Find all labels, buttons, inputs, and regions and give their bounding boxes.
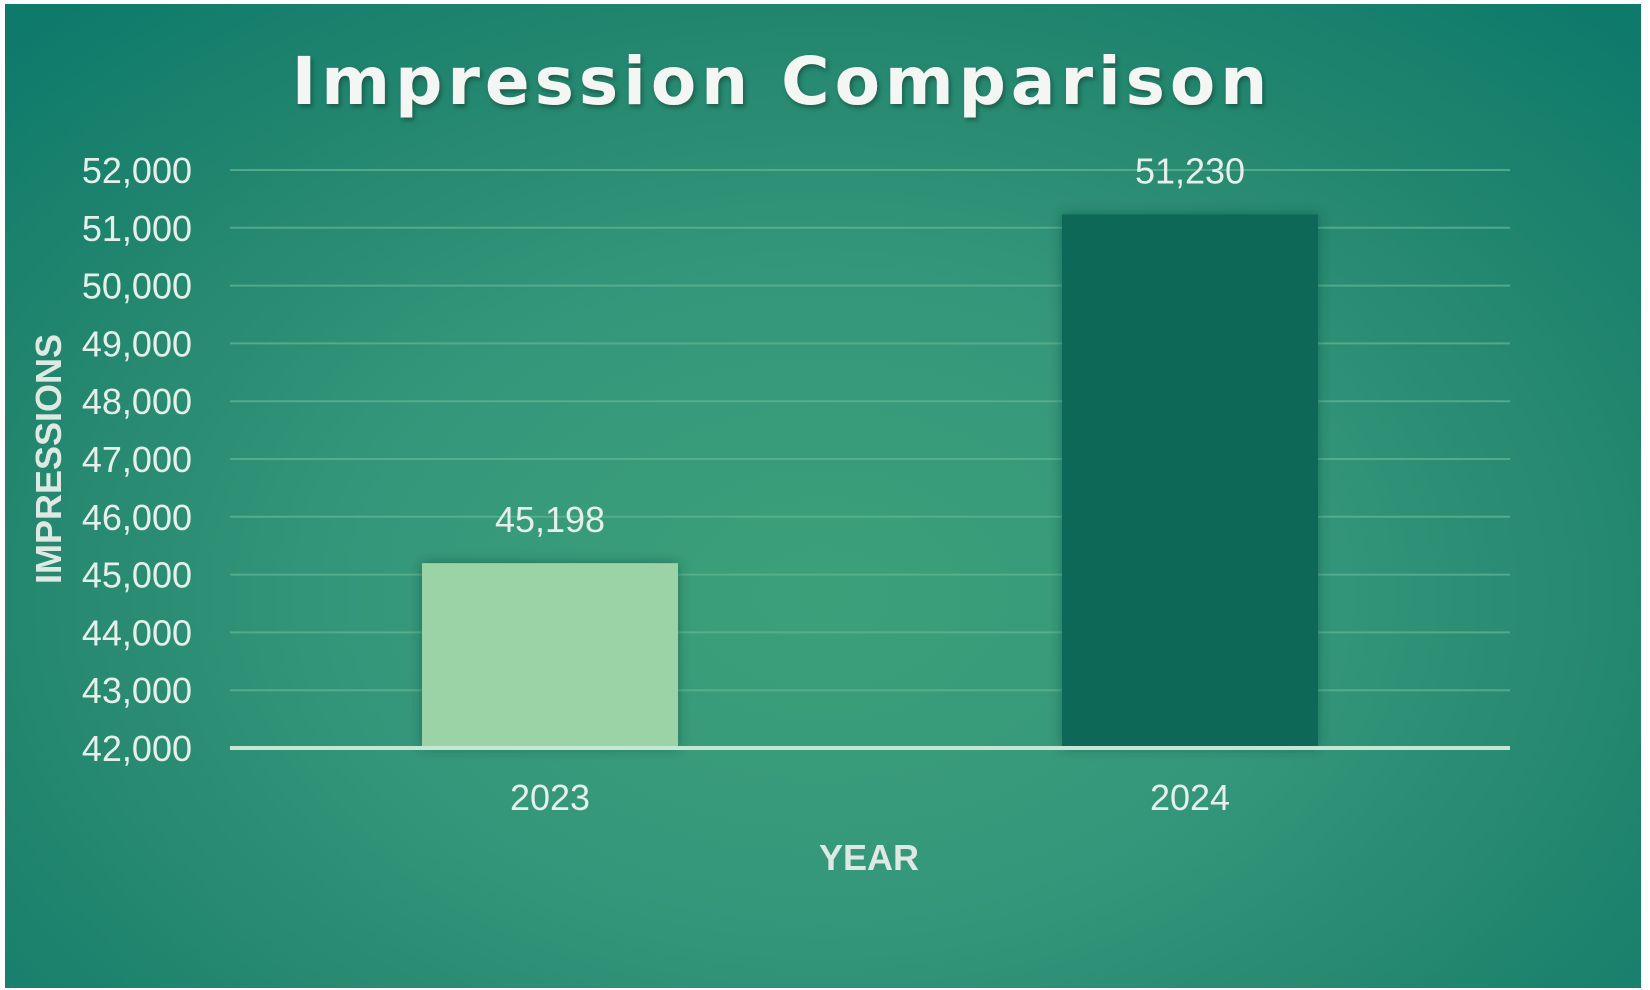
bar-2023 (422, 563, 678, 748)
data-labels: 45,198 51,230 (495, 151, 1245, 541)
y-tick-label: 43,000 (82, 670, 192, 711)
y-tick-label: 42,000 (82, 728, 192, 769)
y-axis-title: IMPRESSIONS (28, 334, 69, 584)
x-axis-ticks: 2023 2024 (510, 777, 1230, 818)
data-label-2024: 51,230 (1135, 151, 1245, 192)
y-tick-label: 44,000 (82, 612, 192, 653)
x-tick-label: 2024 (1150, 777, 1230, 818)
y-axis-ticks: 42,000 43,000 44,000 45,000 46,000 47,000 48,0… (82, 150, 192, 769)
y-tick-label: 51,000 (82, 208, 192, 249)
y-tick-label: 45,000 (82, 555, 192, 596)
bar-chart: Impression Comparison 42,000 43,000 44,000… (28, 43, 1510, 878)
y-tick-label: 46,000 (82, 497, 192, 538)
y-tick-label: 52,000 (82, 150, 192, 191)
x-tick-label: 2023 (510, 777, 590, 818)
bars (422, 214, 1318, 749)
y-tick-label: 49,000 (82, 323, 192, 364)
chart-title: Impression Comparison (292, 43, 1273, 120)
bar-2024 (1062, 214, 1318, 749)
y-tick-label: 48,000 (82, 381, 192, 422)
y-tick-label: 47,000 (82, 439, 192, 480)
x-axis-title: YEAR (819, 837, 919, 878)
chart-frame: Impression Comparison 42,000 43,000 44,000… (5, 4, 1641, 988)
y-tick-label: 50,000 (82, 266, 192, 307)
data-label-2023: 45,198 (495, 499, 605, 540)
